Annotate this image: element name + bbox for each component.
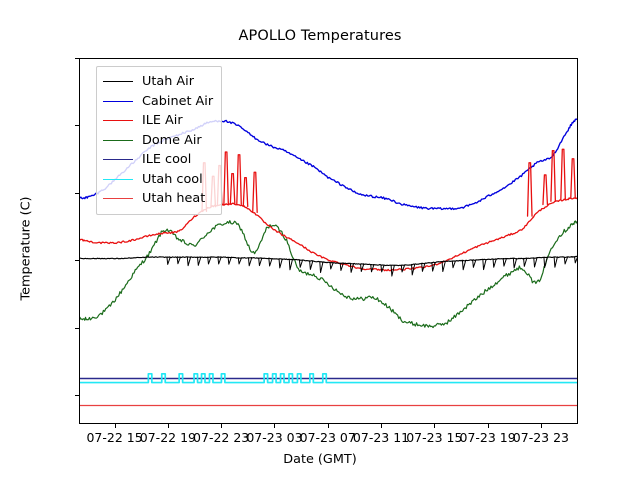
y-tick-mark — [75, 327, 79, 329]
legend-item: Utah Air — [103, 72, 213, 92]
legend-label: Utah heat — [142, 191, 206, 207]
legend-item: Utah heat — [103, 189, 213, 209]
x-tick-mark — [274, 424, 276, 428]
y-tick-mark — [75, 260, 79, 262]
legend-label: ILE cool — [142, 152, 192, 168]
x-tick-mark — [327, 424, 329, 428]
y-tick-mark — [75, 125, 79, 127]
legend-swatch-icon — [103, 198, 133, 200]
y-axis-label: Temperature (C) — [18, 196, 34, 301]
legend-item: ILE cool — [103, 150, 213, 170]
legend-swatch-icon — [103, 120, 133, 122]
legend-swatch-icon — [103, 81, 133, 83]
legend-label: Utah cool — [142, 171, 203, 187]
x-axis-label: Date (GMT) — [283, 452, 357, 467]
x-tick-mark — [221, 424, 223, 428]
legend-swatch-icon — [103, 178, 133, 180]
x-tick-mark — [487, 424, 489, 428]
legend-swatch-icon — [103, 139, 133, 141]
legend-item: Cabinet Air — [103, 92, 213, 112]
y-tick-mark — [75, 58, 79, 59]
x-tick-mark — [381, 424, 383, 428]
chart-title: APOLLO Temperatures — [238, 28, 402, 44]
x-tick-label: 07-23 19 — [459, 430, 516, 445]
x-tick-mark — [167, 424, 169, 428]
legend-item: ILE Air — [103, 111, 213, 131]
legend-item: Dome Air — [103, 131, 213, 151]
legend-label: Utah Air — [142, 74, 194, 90]
legend-label: ILE Air — [142, 113, 183, 129]
y-tick-mark — [75, 192, 79, 194]
legend-label: Cabinet Air — [142, 93, 214, 109]
x-tick-label: 07-23 15 — [406, 430, 463, 445]
legend-swatch-icon — [103, 100, 133, 102]
x-tick-label: 07-23 07 — [299, 430, 356, 445]
x-tick-mark — [540, 424, 542, 428]
x-tick-label: 07-23 23 — [512, 430, 570, 445]
x-tick-label: 07-22 15 — [86, 430, 143, 445]
chart-legend: Utah Air Cabinet Air ILE Air Dome Air ILE co… — [96, 66, 223, 215]
x-tick-label: 07-22 23 — [193, 430, 250, 445]
x-tick-label: 07-23 03 — [246, 430, 303, 445]
legend-item: Utah cool — [103, 170, 213, 190]
x-tick-label: 07-22 19 — [139, 430, 196, 445]
x-tick-label: 07-23 11 — [352, 430, 410, 445]
y-tick-mark — [75, 395, 79, 397]
x-tick-mark — [114, 424, 116, 428]
x-tick-mark — [434, 424, 436, 428]
legend-label: Dome Air — [142, 132, 202, 148]
legend-swatch-icon — [103, 159, 133, 161]
